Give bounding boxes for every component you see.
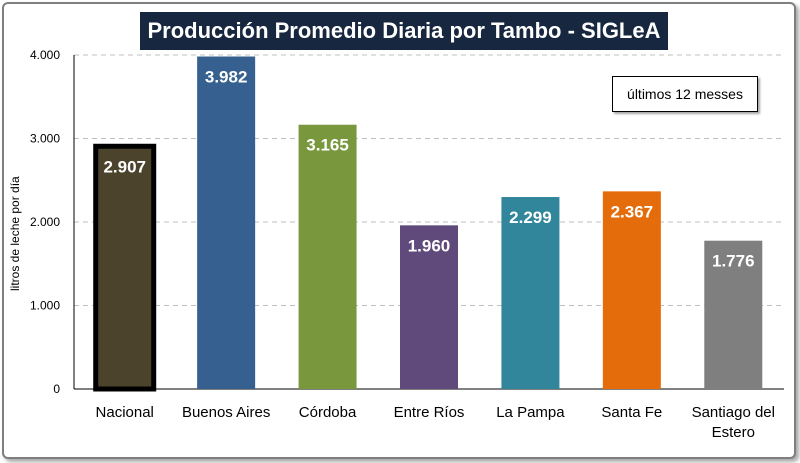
- bar-entre-ríos: [400, 225, 458, 389]
- bar-value-label: 2.907: [103, 157, 146, 176]
- bar-value-label: 3.165: [306, 136, 349, 155]
- y-tick-label: 3.000: [30, 132, 60, 146]
- bar-santa-fe: [602, 191, 661, 389]
- bar-buenos-aires: [197, 56, 256, 390]
- bar-córdoba: [298, 124, 357, 389]
- x-tick-label: La Pampa: [496, 404, 565, 421]
- bar-chart: 0 1.000 2.000 3.000 4.000 2.907 Nacional 3.982 B…: [30, 48, 784, 441]
- x-tick-label: Entre Ríos: [394, 404, 465, 421]
- bar-santiago-del-estero: [704, 240, 763, 389]
- bar-value-label: 1.776: [712, 252, 755, 271]
- x-tick-label: Santiago del: [692, 404, 775, 421]
- bar-value-label: 1.960: [408, 236, 451, 255]
- bar-nacional: [93, 143, 157, 392]
- y-tick-label: 0: [53, 382, 60, 396]
- x-tick-label: Córdoba: [299, 404, 357, 421]
- x-tick-label: Nacional: [96, 404, 154, 421]
- chart-title: Producción Promedio Diaria por Tambo - S…: [140, 12, 668, 50]
- y-tick-label: 1.000: [30, 299, 60, 313]
- chart-frame: Producción Promedio Diaria por Tambo - S…: [2, 2, 796, 459]
- y-tick-label: 4.000: [30, 48, 60, 62]
- x-tick-label: Buenos Aires: [182, 404, 270, 421]
- x-tick-label: Estero: [712, 424, 755, 441]
- period-annotation: últimos 12 messes: [612, 76, 758, 112]
- bar-value-label: 2.299: [509, 208, 552, 227]
- bar-value-label: 3.982: [205, 68, 248, 87]
- bar-value-label: 2.367: [611, 202, 654, 221]
- x-tick-label: Santa Fe: [601, 404, 662, 421]
- y-tick-label: 2.000: [30, 215, 60, 229]
- bar-la-pampa: [501, 197, 560, 389]
